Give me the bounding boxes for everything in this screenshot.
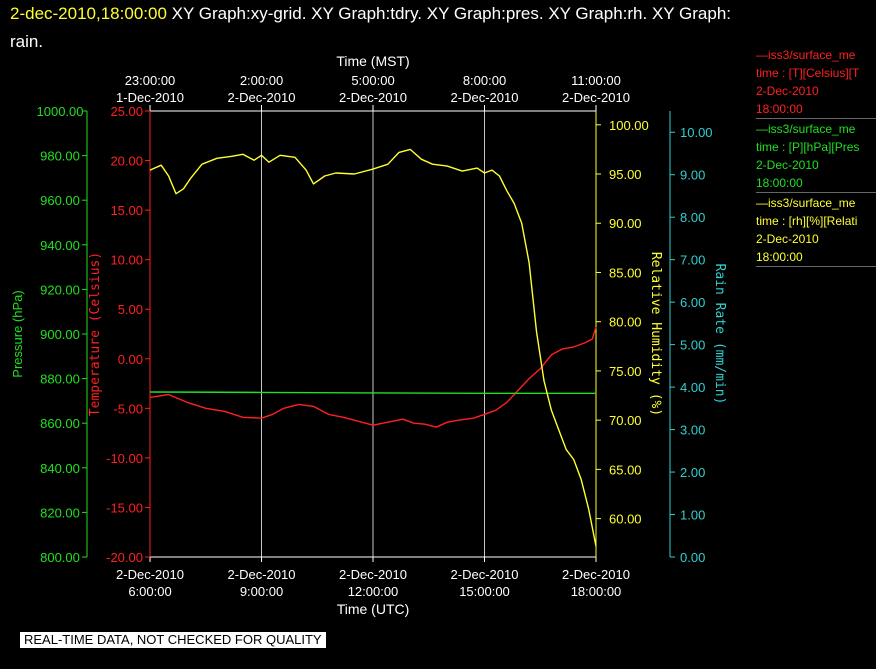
temperature-tick-label: -10.00 xyxy=(106,451,143,466)
pressure-tick-label: 920.00 xyxy=(40,282,80,297)
temperature-tick-label: 0.00 xyxy=(118,352,143,367)
x-top-tick-label-date: 2-Dec-2010 xyxy=(228,90,296,105)
rain-tick-label: 5.00 xyxy=(680,338,705,353)
x-top-tick-label-time: 8:00:00 xyxy=(463,73,506,88)
graph-list-label: XY Graph:xy-grid. XY Graph:tdry. XY Grap… xyxy=(171,4,732,23)
humidity-axis-title: Relative Humidity (%) xyxy=(648,252,663,416)
humidity-tick-label: 100.00 xyxy=(609,118,649,133)
rain-tick-label: 7.00 xyxy=(680,253,705,268)
legend-time: 18:00:00 xyxy=(756,250,803,264)
legend-series-fields: time : [T][Celsius][T xyxy=(756,66,860,80)
x-top-tick-label-date: 2-Dec-2010 xyxy=(339,90,407,105)
temperature-tick-label: -15.00 xyxy=(106,500,143,515)
x-tick-label-date: 2-Dec-2010 xyxy=(562,567,630,582)
pressure-tick-label: 860.00 xyxy=(40,416,80,431)
graph-list-continuation: rain. xyxy=(10,32,44,51)
humidity-tick-label: 90.00 xyxy=(609,216,642,231)
legend-entry-humidity[interactable]: —iss3/surface_me time : [rh][%][Relati 2… xyxy=(756,194,876,267)
x-top-tick-label-date: 2-Dec-2010 xyxy=(562,90,630,105)
temperature-tick-label: 20.00 xyxy=(110,154,143,169)
x-tick-label-date: 2-Dec-2010 xyxy=(228,567,296,582)
rain-tick-label: 9.00 xyxy=(680,168,705,183)
title-line-2: rain. xyxy=(10,32,43,52)
legend-time: 18:00:00 xyxy=(756,102,803,116)
series-line-rh xyxy=(149,148,597,547)
x-tick-label-date: 2-Dec-2010 xyxy=(339,567,407,582)
quality-warning: REAL-TIME DATA, NOT CHECKED FOR QUALITY xyxy=(20,632,326,648)
x-top-tick-label-time: 5:00:00 xyxy=(351,73,394,88)
pressure-axis-title: Pressure (hPa) xyxy=(10,290,25,377)
legend-time: 18:00:00 xyxy=(756,176,803,190)
x-tick-label-time: 9:00:00 xyxy=(240,584,283,599)
temperature-tick-label: 5.00 xyxy=(118,302,143,317)
rain-tick-label: 10.00 xyxy=(680,125,713,140)
pressure-tick-label: 1000.00 xyxy=(37,104,84,119)
legend-series-fields: time : [rh][%][Relati xyxy=(756,214,858,228)
x-tick-label-time: 18:00:00 xyxy=(571,584,622,599)
temperature-tick-label: 25.00 xyxy=(110,104,143,119)
x-tick-label-time: 15:00:00 xyxy=(459,584,510,599)
legend-entry-pressure[interactable]: —iss3/surface_me time : [P][hPa][Pres 2-… xyxy=(756,120,876,193)
humidity-tick-label: 65.00 xyxy=(609,462,642,477)
legend-panel: —iss3/surface_me time : [T][Celsius][T 2… xyxy=(756,46,876,268)
pressure-tick-label: 940.00 xyxy=(40,238,80,253)
legend-entry-temperature[interactable]: —iss3/surface_me time : [T][Celsius][T 2… xyxy=(756,46,876,119)
legend-series-name: —iss3/surface_me xyxy=(756,196,856,210)
pressure-tick-label: 980.00 xyxy=(40,149,80,164)
humidity-tick-label: 80.00 xyxy=(609,315,642,330)
rain-tick-label: 1.00 xyxy=(680,508,705,523)
legend-date: 2-Dec-2010 xyxy=(756,84,819,98)
x-top-tick-label-date: 2-Dec-2010 xyxy=(451,90,519,105)
x-axis-title-top: Time (MST) xyxy=(336,53,409,69)
rain-tick-label: 4.00 xyxy=(680,380,705,395)
temperature-tick-label: 15.00 xyxy=(110,203,143,218)
rain-tick-label: 0.00 xyxy=(680,550,705,565)
rain-tick-label: 3.00 xyxy=(680,423,705,438)
title-line-1: 2-dec-2010,18:00:00 XY Graph:xy-grid. XY… xyxy=(10,4,731,24)
legend-series-fields: time : [P][hPa][Pres xyxy=(756,140,860,154)
temperature-tick-label: -5.00 xyxy=(113,401,143,416)
humidity-tick-label: 85.00 xyxy=(609,265,642,280)
pressure-tick-label: 900.00 xyxy=(40,327,80,342)
pressure-tick-label: 880.00 xyxy=(40,372,80,387)
temperature-tick-label: 10.00 xyxy=(110,253,143,268)
x-axis-title-bottom: Time (UTC) xyxy=(337,601,410,617)
temperature-axis-title: Temperature (Celsius) xyxy=(88,252,103,416)
pressure-tick-label: 800.00 xyxy=(40,550,80,565)
x-top-tick-label-time: 2:00:00 xyxy=(240,73,283,88)
pressure-tick-label: 840.00 xyxy=(40,461,80,476)
x-top-tick-label-time: 11:00:00 xyxy=(571,73,621,88)
x-top-tick-label-time: 23:00:00 xyxy=(125,73,176,88)
x-tick-label-date: 2-Dec-2010 xyxy=(116,567,184,582)
x-tick-label-time: 6:00:00 xyxy=(128,584,171,599)
rain-tick-label: 6.00 xyxy=(680,295,705,310)
legend-date: 2-Dec-2010 xyxy=(756,232,819,246)
legend-date: 2-Dec-2010 xyxy=(756,158,819,172)
x-top-tick-label-date: 1-Dec-2010 xyxy=(116,90,184,105)
x-tick-label-date: 2-Dec-2010 xyxy=(451,567,519,582)
humidity-tick-label: 95.00 xyxy=(609,167,642,182)
x-tick-label-time: 12:00:00 xyxy=(348,584,399,599)
legend-series-name: —iss3/surface_me xyxy=(756,122,856,136)
temperature-tick-label: -20.00 xyxy=(106,550,143,565)
legend-series-name: —iss3/surface_me xyxy=(756,48,856,62)
series-line-T xyxy=(149,326,597,428)
pressure-tick-label: 820.00 xyxy=(40,505,80,520)
humidity-tick-label: 60.00 xyxy=(609,512,642,527)
series-line-P xyxy=(149,391,596,394)
rain-axis-title: Rain Rate (mm/min) xyxy=(712,264,727,405)
pressure-tick-label: 960.00 xyxy=(40,193,80,208)
humidity-tick-label: 75.00 xyxy=(609,364,642,379)
rain-tick-label: 2.00 xyxy=(680,465,705,480)
timestamp-label: 2-dec-2010,18:00:00 xyxy=(10,4,167,23)
rain-tick-label: 8.00 xyxy=(680,210,705,225)
humidity-tick-label: 70.00 xyxy=(609,413,642,428)
